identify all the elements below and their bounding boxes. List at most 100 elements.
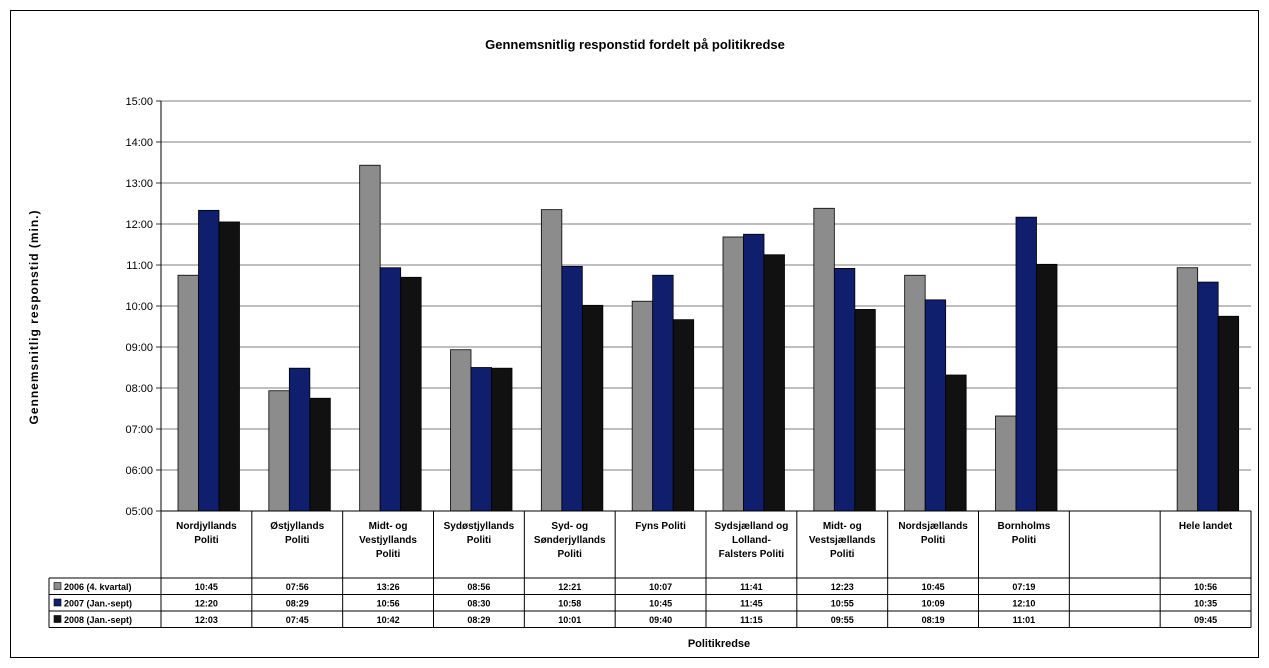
bars xyxy=(177,164,1240,512)
table-cell-value: 08:19 xyxy=(922,615,945,625)
bar xyxy=(288,367,311,512)
table-cell-value: 10:09 xyxy=(922,599,945,609)
category-label: Lolland- xyxy=(732,535,771,546)
y-tick-label: 14:00 xyxy=(125,137,153,149)
bar xyxy=(198,209,220,512)
bar xyxy=(540,209,563,512)
bar xyxy=(743,233,765,512)
category-label: Politi xyxy=(558,549,583,560)
table-cell-value: 10:56 xyxy=(377,599,400,609)
table-cell-value: 07:56 xyxy=(286,582,309,592)
category-label: Midt- og xyxy=(369,521,408,532)
bar xyxy=(268,390,290,512)
category-label: Politi xyxy=(194,535,219,546)
bar xyxy=(854,309,876,512)
legend-swatch xyxy=(53,615,62,623)
legend-label: 2008 (Jan.-sept) xyxy=(64,615,132,625)
bar xyxy=(309,397,331,512)
category-label: Vestjyllands xyxy=(359,535,417,546)
category-label: Politi xyxy=(1012,535,1037,546)
table-cell-value: 12:10 xyxy=(1012,599,1035,609)
category-label: Vestsjællands xyxy=(809,535,876,546)
y-tick-label: 12:00 xyxy=(125,219,153,231)
legend-label: 2006 (4. kvartal) xyxy=(64,582,132,592)
table-cell-value: 11:41 xyxy=(740,582,763,592)
bar xyxy=(631,300,654,512)
chart-svg: Gennemsnitlig responstid fordelt på poli… xyxy=(27,37,1252,650)
bar xyxy=(924,299,947,512)
bar xyxy=(945,374,967,512)
bar xyxy=(581,304,604,512)
table-cell-value: 08:30 xyxy=(467,599,490,609)
category-label: Nordsjællands xyxy=(898,521,968,532)
table-cell-value: 10:35 xyxy=(1194,599,1217,609)
bar xyxy=(672,319,695,512)
bar xyxy=(813,207,835,512)
bar xyxy=(763,254,785,512)
table-cell-value: 12:23 xyxy=(831,582,854,592)
y-tick-label: 06:00 xyxy=(125,465,153,477)
legend-swatch xyxy=(53,582,62,590)
bar xyxy=(359,164,381,512)
y-tick-label: 09:00 xyxy=(125,342,153,354)
category-label: Syd- og xyxy=(551,521,588,532)
bar xyxy=(491,367,513,512)
category-label: Sydsjælland og xyxy=(714,521,788,532)
category-label: Bornholms xyxy=(998,521,1051,532)
bar xyxy=(1176,267,1199,512)
category-label: Midt- og xyxy=(823,521,862,532)
y-tick-label: 11:00 xyxy=(126,260,153,272)
legend-swatch xyxy=(53,598,62,607)
bar xyxy=(450,349,472,512)
table-cell-value: 07:45 xyxy=(286,615,309,625)
chart-frame: Gennemsnitlig responstid fordelt på poli… xyxy=(10,10,1259,658)
x-axis-label: Politikredse xyxy=(688,638,750,650)
table-cell-value: 12:21 xyxy=(558,582,581,592)
bar xyxy=(904,274,926,512)
y-tick-label: 07:00 xyxy=(125,424,153,436)
table-cell-value: 11:01 xyxy=(1013,615,1036,625)
category-label: Politi xyxy=(285,535,310,546)
y-tick-label: 10:00 xyxy=(125,301,153,313)
table-cell-value: 08:29 xyxy=(286,599,309,609)
bar xyxy=(722,236,744,512)
category-label: Politi xyxy=(921,535,946,546)
category-label: Hele landet xyxy=(1179,521,1233,532)
bar xyxy=(1036,263,1058,512)
category-label: Politi xyxy=(376,549,401,560)
bar xyxy=(1015,216,1037,512)
category-label: Politi xyxy=(467,535,492,546)
table-cell-value: 10:01 xyxy=(558,615,581,625)
y-tick-label: 13:00 xyxy=(125,178,153,190)
table-cell-value: 10:45 xyxy=(195,582,218,592)
category-label: Østjyllands xyxy=(270,521,324,532)
table-cell-value: 10:45 xyxy=(922,582,945,592)
category-label: Nordjyllands xyxy=(176,521,237,532)
table-cell-value: 13:26 xyxy=(377,582,400,592)
bar xyxy=(470,367,492,512)
category-label: Sydøstjyllands xyxy=(444,521,515,532)
table-cell-value: 10:55 xyxy=(831,599,854,609)
gridlines xyxy=(156,100,1251,512)
legend-label: 2007 (Jan.-sept) xyxy=(64,599,132,609)
bar xyxy=(1197,281,1219,512)
table-cell-value: 09:45 xyxy=(1194,615,1217,625)
table-cell-value: 08:29 xyxy=(467,615,490,625)
data-table: Nordjyllands Politi Østjyllands Politi Midt-… xyxy=(48,510,1252,628)
bar xyxy=(379,267,402,512)
bar xyxy=(561,265,583,512)
bar xyxy=(400,276,422,512)
y-tick-label: 05:00 xyxy=(125,506,153,518)
table-cell-value: 10:45 xyxy=(649,599,672,609)
table-cell-value: 07:19 xyxy=(1012,582,1035,592)
table-cell-value: 09:40 xyxy=(649,615,672,625)
table-cell-value: 10:42 xyxy=(377,615,400,625)
bar xyxy=(833,268,856,512)
table-cell-value: 12:03 xyxy=(195,615,218,625)
category-label: Fyns Politi xyxy=(635,521,686,532)
table-cell-value: 09:55 xyxy=(831,615,854,625)
bar xyxy=(177,274,199,512)
chart-title: Gennemsnitlig responstid fordelt på poli… xyxy=(485,37,785,52)
y-tick-labels: 05:00 06:00 07:00 08:00 09:00 10:00 11:00 12:00… xyxy=(125,96,153,518)
bar xyxy=(995,415,1017,512)
